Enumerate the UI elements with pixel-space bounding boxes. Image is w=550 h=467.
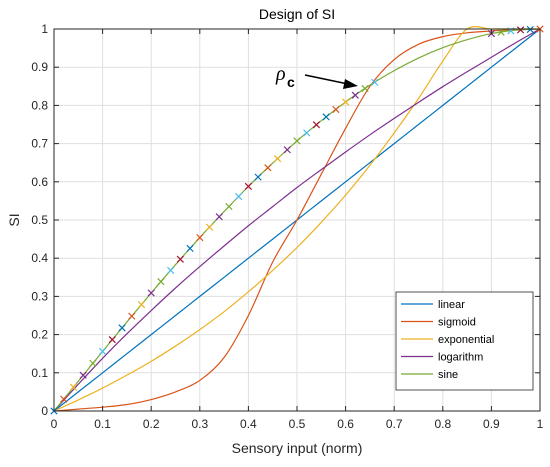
x-tick-label: 1 bbox=[537, 417, 544, 431]
marker-point bbox=[225, 202, 233, 211]
marker-point bbox=[89, 359, 97, 367]
marker-point bbox=[98, 347, 107, 356]
x-tick-label: 0.1 bbox=[94, 417, 111, 431]
legend-label-logarithm: logarithm bbox=[438, 352, 483, 364]
y-tick-label: 0.8 bbox=[31, 98, 48, 112]
marker-point bbox=[293, 137, 301, 145]
y-tick-label: 0.7 bbox=[31, 137, 48, 151]
legend-label-sigmoid: sigmoid bbox=[438, 317, 476, 329]
annotation-arrowhead bbox=[343, 79, 358, 89]
marker-point bbox=[264, 164, 272, 172]
marker-point bbox=[235, 192, 243, 201]
annotation-subscript: c bbox=[287, 74, 295, 90]
marker-point bbox=[283, 146, 291, 154]
series-line-logarithm bbox=[53, 28, 541, 412]
marker-point bbox=[60, 395, 68, 403]
marker-point bbox=[186, 244, 194, 253]
y-tick-label: 0.4 bbox=[31, 251, 48, 265]
y-axis-label: SI bbox=[6, 213, 22, 226]
y-tick-label: 0.9 bbox=[31, 60, 48, 74]
marker-point bbox=[361, 84, 369, 93]
legend-label-sine: sine bbox=[438, 369, 458, 381]
marker-point bbox=[351, 91, 359, 99]
y-tick-label: 0.2 bbox=[31, 328, 48, 342]
marker-point bbox=[244, 182, 253, 191]
x-tick-label: 0.4 bbox=[240, 417, 257, 431]
marker-point bbox=[196, 233, 204, 242]
marker-series bbox=[50, 25, 544, 415]
marker-point bbox=[341, 98, 350, 106]
marker-point bbox=[205, 223, 214, 231]
annotation-rho-c: ρ c bbox=[275, 63, 358, 90]
marker-point bbox=[254, 173, 262, 181]
x-tick-label: 0.3 bbox=[191, 417, 208, 431]
x-tick-label: 0.7 bbox=[386, 417, 403, 431]
x-tick-label: 0.9 bbox=[483, 417, 500, 431]
x-tick-label: 0.2 bbox=[143, 417, 160, 431]
marker-point bbox=[137, 300, 146, 309]
annotation-arrow bbox=[304, 74, 349, 85]
marker-point bbox=[273, 155, 282, 163]
axis-ticks: 0 0.1 0.2 0.3 0.4 0.5 0.6 0.7 0.8 0.9 1 0 0.1 0.2 0.3 0… bbox=[31, 22, 543, 431]
x-tick-label: 0.5 bbox=[289, 417, 306, 431]
x-tick-label: 0.6 bbox=[337, 417, 354, 431]
legend: linear sigmoid exponential logarithm sine bbox=[395, 291, 534, 391]
marker-point bbox=[167, 266, 175, 274]
marker-point bbox=[108, 336, 116, 344]
marker-point bbox=[128, 312, 136, 320]
x-tick-label: 0.8 bbox=[434, 417, 451, 431]
y-tick-label: 0.6 bbox=[31, 175, 48, 189]
x-axis-label: Sensory input (norm) bbox=[232, 440, 363, 456]
chart-title: Design of SI bbox=[259, 6, 335, 22]
marker-point bbox=[322, 113, 330, 121]
marker-point bbox=[69, 383, 78, 391]
series-line-sigmoid bbox=[53, 28, 541, 412]
y-tick-label: 1 bbox=[41, 22, 48, 36]
y-tick-label: 0.1 bbox=[31, 366, 48, 380]
marker-point bbox=[312, 121, 321, 129]
marker-point bbox=[332, 105, 340, 114]
marker-point bbox=[371, 78, 379, 86]
marker-point bbox=[79, 371, 87, 379]
annotation-symbol: ρ bbox=[275, 63, 286, 85]
x-tick-label: 0 bbox=[51, 417, 58, 431]
marker-point bbox=[118, 324, 126, 332]
marker-point bbox=[516, 26, 525, 34]
marker-point bbox=[497, 28, 505, 36]
marker-point bbox=[147, 289, 155, 297]
marker-point bbox=[157, 278, 165, 286]
y-tick-label: 0 bbox=[41, 404, 48, 418]
marker-point bbox=[215, 213, 223, 221]
marker-point bbox=[303, 129, 311, 137]
series-line-exponential bbox=[53, 26, 540, 412]
y-tick-label: 0.5 bbox=[31, 213, 48, 227]
y-tick-label: 0.3 bbox=[31, 289, 48, 303]
marker-point bbox=[176, 255, 184, 263]
legend-label-linear: linear bbox=[438, 299, 465, 311]
legend-label-exponential: exponential bbox=[438, 334, 494, 346]
